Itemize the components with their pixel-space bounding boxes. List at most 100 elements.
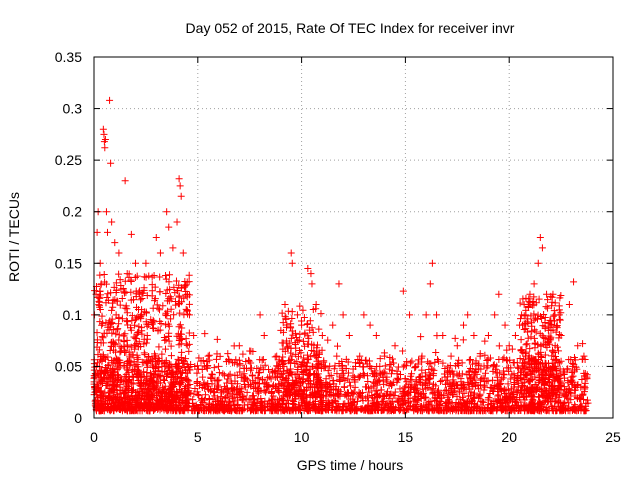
data-point (556, 369, 564, 377)
data-point (452, 362, 460, 370)
data-point (579, 340, 587, 348)
data-point (556, 316, 564, 324)
data-point (537, 401, 545, 409)
data-point (117, 285, 125, 293)
data-point (260, 331, 268, 339)
data-point (131, 342, 139, 350)
data-point (503, 346, 511, 354)
data-point (529, 396, 537, 404)
data-point (394, 398, 402, 406)
data-point (309, 328, 317, 336)
data-point (399, 363, 407, 371)
data-point (153, 391, 161, 399)
data-point (530, 310, 538, 318)
data-point (92, 372, 100, 380)
data-point (180, 283, 188, 291)
data-point (542, 303, 550, 311)
data-point (225, 357, 233, 365)
data-point (376, 355, 384, 363)
data-point (520, 370, 528, 378)
data-point (300, 400, 308, 408)
data-point (192, 401, 200, 409)
data-point (149, 385, 157, 393)
data-point (349, 372, 357, 380)
data-point (162, 290, 170, 298)
data-point (161, 382, 169, 390)
data-point (96, 305, 104, 313)
data-point (281, 380, 289, 388)
data-point (387, 399, 395, 407)
data-point (528, 384, 536, 392)
data-point (278, 309, 286, 317)
data-point (115, 270, 123, 278)
data-point (140, 379, 148, 387)
data-point (532, 299, 540, 307)
data-point (169, 383, 177, 391)
data-point (236, 368, 244, 376)
data-point (329, 321, 337, 329)
data-point (281, 347, 289, 355)
data-point (217, 398, 225, 406)
data-point (417, 333, 425, 341)
data-point (140, 349, 148, 357)
data-point (271, 353, 279, 361)
data-point (381, 352, 389, 360)
data-point (177, 192, 185, 200)
data-point (565, 301, 573, 309)
data-point (111, 296, 119, 304)
data-point (371, 379, 379, 387)
y-tick-label: 0.15 (55, 255, 82, 271)
data-point (226, 370, 234, 378)
data-point (308, 383, 316, 391)
data-point (138, 327, 146, 335)
data-point (123, 364, 131, 372)
data-point (194, 390, 202, 398)
data-point (447, 352, 455, 360)
data-point (514, 379, 522, 387)
data-point (278, 374, 286, 382)
data-point (281, 388, 289, 396)
data-point (296, 330, 304, 338)
data-point (329, 377, 337, 385)
data-point (130, 366, 138, 374)
data-point (273, 352, 281, 360)
data-point (294, 363, 302, 371)
data-point (425, 365, 433, 373)
data-point (156, 373, 164, 381)
data-point (286, 357, 294, 365)
data-point (547, 370, 555, 378)
data-point (484, 401, 492, 409)
data-point (213, 377, 221, 385)
data-point (391, 342, 399, 350)
data-point (535, 374, 543, 382)
data-point (98, 321, 106, 329)
data-point (109, 303, 117, 311)
data-point (281, 301, 289, 309)
data-point (500, 385, 508, 393)
data-point (120, 338, 128, 346)
data-point (121, 277, 129, 285)
data-point (517, 336, 525, 344)
data-point (486, 389, 494, 397)
data-point (131, 321, 139, 329)
data-point (175, 386, 183, 394)
data-point (240, 380, 248, 388)
data-point (480, 386, 488, 394)
data-point (403, 378, 411, 386)
data-point (478, 403, 486, 411)
data-point (405, 388, 413, 396)
data-point (555, 393, 563, 401)
data-point (417, 379, 425, 387)
data-point (470, 331, 478, 339)
data-point (538, 354, 546, 362)
data-point (98, 357, 106, 365)
data-point (340, 383, 348, 391)
data-point (504, 380, 512, 388)
data-point (278, 397, 286, 405)
data-point (269, 404, 277, 412)
data-point (336, 392, 344, 400)
data-point (549, 312, 557, 320)
data-point (309, 393, 317, 401)
data-point (559, 404, 567, 412)
data-point (197, 406, 205, 414)
